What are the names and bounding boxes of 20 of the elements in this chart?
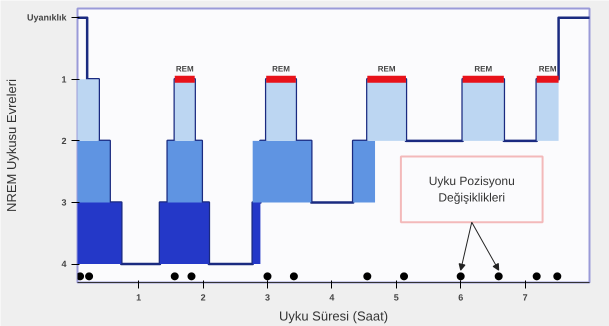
x-tick-label: 7 <box>522 292 528 302</box>
x-tick-label: 1 <box>136 292 142 302</box>
text: REM <box>474 64 492 74</box>
y-tick-label: 3 <box>61 197 67 208</box>
x-tick-label: 2 <box>200 292 206 302</box>
y-axis-title: NREM Uykusu Evreleri <box>4 78 19 212</box>
text: REM <box>538 64 557 74</box>
text: REM <box>272 64 290 74</box>
series-label: REM <box>176 64 194 74</box>
x-tick-label: 5 <box>394 292 399 302</box>
y-tick-label: 4 <box>61 259 67 270</box>
annotation: Uyku Pozisyonu Değişiklikleri <box>428 174 515 205</box>
x-tick-label: 4 <box>329 292 334 302</box>
y-tick-label: 2 <box>61 136 67 146</box>
x-axis-title: Uyku Süresi (Saat) <box>278 308 388 324</box>
y-tick-label: 1 <box>61 74 67 84</box>
x-tick-label: 6 <box>458 292 464 302</box>
y-tick-label: Uyanıklık <box>26 12 68 23</box>
x-tick-label: 3 <box>264 292 270 302</box>
text: REM <box>378 64 396 74</box>
